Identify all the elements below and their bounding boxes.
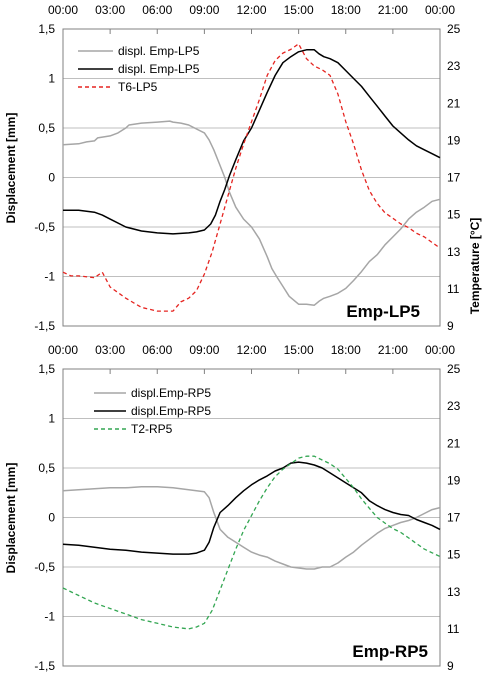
y-tick-label: 0,5: [38, 121, 55, 135]
x-tick-label: 00:00: [425, 3, 455, 17]
y-tick-label: -1,5: [34, 659, 55, 673]
y-axis-label: Displacement [mm]: [4, 113, 18, 224]
y2-tick-label: 23: [447, 59, 461, 73]
y2-tick-label: 23: [447, 399, 461, 413]
chart-emp-lp5: 1,5 1 0,5 0 -0,5 -1 -1,5 25 23 21 19 17 15 13 11 9 00:00…: [4, 3, 482, 333]
y-tick-label: 0: [48, 171, 55, 185]
x-tick-label: 06:00: [142, 3, 172, 17]
y2-tick-label: 19: [447, 133, 461, 147]
chart-annotation: Emp-LP5: [346, 302, 420, 321]
y-tick-label: 1: [48, 72, 55, 86]
y-tick-label: -1: [44, 610, 55, 624]
y-tick-label: 0: [48, 511, 55, 525]
y-axis-label: Displacement [mm]: [4, 463, 18, 574]
y2-tick-label: 17: [447, 171, 461, 185]
x-tick-label: 21:00: [378, 3, 408, 17]
y2-tick-label: 17: [447, 511, 461, 525]
x-tick-label: 18:00: [331, 343, 361, 357]
x-tick-label: 09:00: [189, 3, 219, 17]
y-tick-label: -1,5: [34, 319, 55, 333]
series-line-3: [62, 43, 441, 312]
y2-tick-label: 21: [447, 96, 461, 110]
series-line-1: [62, 120, 441, 306]
series-line-2: [63, 49, 441, 235]
legend: displ. Emp-LP5 displ. Emp-LP5 T6-LP5: [78, 44, 200, 94]
y2-tick-label: 13: [447, 245, 461, 259]
y2-tick-label: 11: [447, 622, 460, 636]
y2-tick-label: 9: [447, 319, 454, 333]
legend-label: displ. Emp-LP5: [118, 62, 200, 76]
legend-label: T6-LP5: [118, 80, 158, 94]
plot-frame: [62, 368, 441, 667]
x-tick-label: 18:00: [331, 3, 361, 17]
y2-tick-label: 25: [447, 362, 461, 376]
x-tick-label: 03:00: [95, 3, 125, 17]
y2-tick-label: 19: [447, 473, 461, 487]
chart-emp-rp5: 1,5 1 0,5 0 -0,5 -1 -1,5 25 23 21 19 17 15 13 11 9 00:00…: [4, 343, 461, 673]
x-tick-label: 00:00: [48, 343, 78, 357]
y2-tick-label: 21: [447, 436, 461, 450]
x-tick-label: 03:00: [95, 343, 125, 357]
series-line-1: [62, 486, 441, 570]
legend-label: displ. Emp-LP5: [118, 44, 200, 58]
x-tick-label: 15:00: [284, 3, 314, 17]
y2-axis-label: Temperature [°C]: [468, 218, 482, 315]
legend-label: T2-RP5: [131, 422, 173, 436]
y-tick-label: -1: [44, 270, 55, 284]
x-tick-label: 06:00: [142, 343, 172, 357]
y2-tick-label: 25: [447, 22, 461, 36]
x-tick-label: 00:00: [48, 3, 78, 17]
y2-tick-label: 15: [447, 548, 461, 562]
x-tick-label: 21:00: [378, 343, 408, 357]
x-tick-label: 12:00: [236, 3, 266, 17]
y-tick-label: -0,5: [34, 220, 55, 234]
y-tick-label: 1,5: [38, 362, 55, 376]
chart-annotation: Emp-RP5: [352, 642, 428, 661]
series-group: [62, 43, 441, 312]
y2-tick-label: 11: [447, 282, 460, 296]
y2-tick-label: 9: [447, 659, 454, 673]
y-tick-label: 0,5: [38, 461, 55, 475]
y2-tick-label: 13: [447, 585, 461, 599]
x-tick-label: 09:00: [189, 343, 219, 357]
legend: displ.Emp-RP5 displ.Emp-RP5 T2-RP5: [94, 386, 211, 436]
plot-frame: [62, 28, 441, 327]
axes-group: 1,5 1 0,5 0 -0,5 -1 -1,5 25 23 21 19 17 15 13 11 9 00:00…: [34, 3, 460, 333]
y-tick-label: -0,5: [34, 560, 55, 574]
y-tick-label: 1,5: [38, 22, 55, 36]
legend-label: displ.Emp-RP5: [131, 404, 211, 418]
y2-tick-label: 15: [447, 208, 461, 222]
series-line-3: [62, 455, 441, 630]
series-line-2: [62, 461, 441, 555]
series-group: [62, 455, 441, 630]
x-tick-label: 00:00: [425, 343, 455, 357]
legend-label: displ.Emp-RP5: [131, 386, 211, 400]
x-tick-label: 12:00: [236, 343, 266, 357]
y-tick-label: 1: [48, 412, 55, 426]
x-tick-label: 15:00: [284, 343, 314, 357]
